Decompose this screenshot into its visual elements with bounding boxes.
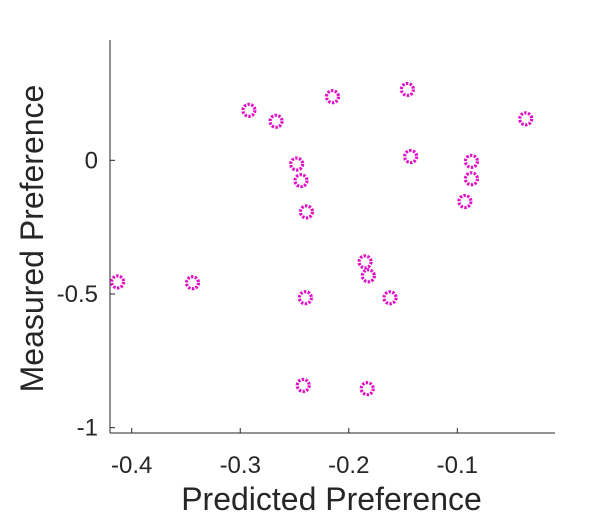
x-axis-label: Predicted Preference: [181, 481, 482, 517]
axes: [109, 40, 555, 434]
x-ticks: -0.4 -0.3 -0.2 -0.1: [111, 428, 478, 479]
data-point: [298, 204, 315, 220]
y-tick-label: -0.5: [57, 281, 98, 308]
data-point: [359, 381, 375, 397]
x-tick-label: -0.4: [111, 452, 152, 479]
data-point: [399, 81, 415, 98]
y-ticks: -1 -0.5 0: [57, 147, 115, 442]
data-point: [293, 173, 309, 189]
data-point: [184, 275, 201, 291]
y-tick-label: -1: [77, 415, 98, 442]
data-point: [457, 193, 473, 210]
y-axis-label: Measured Preference: [14, 85, 50, 393]
data-point: [463, 153, 480, 169]
data-point: [289, 156, 305, 172]
y-tick-label: 0: [85, 147, 98, 174]
data-point: [382, 290, 398, 306]
x-tick-label: -0.2: [328, 452, 369, 479]
data-point: [295, 377, 311, 394]
data-point: [241, 102, 257, 118]
data-point: [403, 148, 419, 165]
data-point: [360, 268, 376, 284]
data-point: [463, 171, 480, 187]
data-point: [109, 274, 126, 290]
data-point: [518, 111, 534, 127]
data-point: [268, 113, 284, 129]
x-tick-label: -0.1: [437, 452, 478, 479]
data-point: [324, 89, 341, 105]
data-point: [357, 254, 373, 270]
data-points: [109, 81, 534, 397]
data-point: [297, 290, 313, 306]
x-tick-label: -0.3: [220, 452, 261, 479]
